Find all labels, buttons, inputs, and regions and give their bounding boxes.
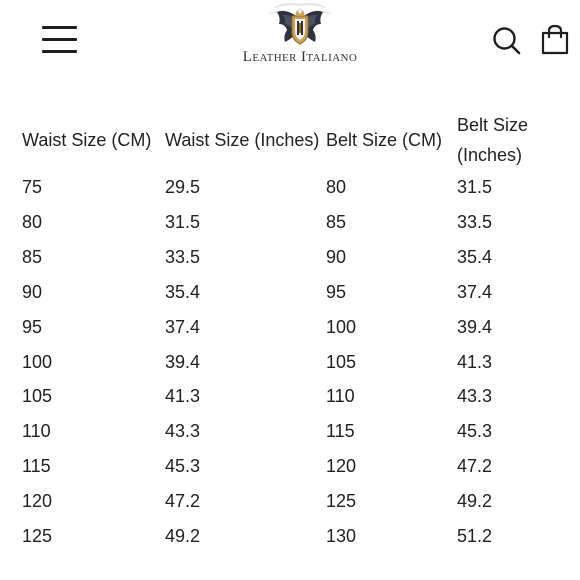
belt-cm-cell: 130 <box>326 526 357 547</box>
waist-cm-cell: 100 <box>22 351 53 372</box>
waist-inches-cell: 31.5 <box>165 211 201 232</box>
waist-cm-cell: 105 <box>22 386 53 407</box>
menu-bar <box>42 26 77 29</box>
waist-inches-cell: 39.4 <box>165 351 201 372</box>
belt-inches-cell: 41.3 <box>457 351 493 372</box>
waist-cm-cell: 95 <box>22 316 43 337</box>
hamburger-menu-icon[interactable] <box>42 24 78 54</box>
table-row: 115 45.3 120 47.2 <box>22 449 557 484</box>
belt-size-chart-table: Waist Size (CM) Waist Size (Inches) Belt… <box>22 110 557 554</box>
table-row: 90 35.4 95 37.4 <box>22 275 557 310</box>
belt-cm-cell: 90 <box>326 246 347 267</box>
belt-inches-cell: 43.3 <box>457 386 493 407</box>
waist-inches-cell: 29.5 <box>165 177 201 197</box>
waist-cm-cell: 80 <box>22 211 43 232</box>
belt-inches-cell: 33.5 <box>457 211 493 232</box>
winged-crest-logo-icon <box>268 3 332 45</box>
waist-cm-cell: 90 <box>22 281 43 302</box>
waist-inches-cell: 41.3 <box>165 386 201 407</box>
column-header-waist-cm: Waist Size (CM) <box>22 130 152 150</box>
waist-inches-cell: 43.3 <box>165 421 201 442</box>
shopping-bag-icon[interactable] <box>540 24 570 56</box>
belt-cm-cell: 115 <box>326 421 355 442</box>
menu-bar <box>42 50 77 53</box>
column-header-waist-inches: Waist Size (Inches) <box>165 130 320 150</box>
belt-cm-cell: 100 <box>326 316 357 337</box>
waist-cm-cell: 75 <box>22 177 43 197</box>
waist-inches-cell: 49.2 <box>165 526 201 547</box>
belt-inches-cell: 45.3 <box>457 421 493 442</box>
table-row: 75 29.5 80 31.5 <box>22 170 557 205</box>
belt-cm-cell: 120 <box>326 456 357 477</box>
table-row: 125 49.2 130 51.2 <box>22 519 557 554</box>
belt-inches-cell: 37.4 <box>457 281 493 302</box>
waist-inches-cell: 33.5 <box>165 246 201 267</box>
belt-inches-cell: 51.2 <box>457 526 493 547</box>
waist-cm-cell: 85 <box>22 246 43 267</box>
table-row: 120 47.2 125 49.2 <box>22 484 557 519</box>
belt-cm-cell: 80 <box>326 177 347 197</box>
site-header: Leather Italiano <box>0 0 580 80</box>
belt-cm-cell: 105 <box>326 351 357 372</box>
waist-cm-cell: 110 <box>22 421 51 442</box>
belt-inches-cell: 49.2 <box>457 491 493 512</box>
column-header-belt-inches: Belt Size (Inches) <box>457 115 529 165</box>
waist-cm-cell: 125 <box>22 526 53 547</box>
belt-inches-cell: 39.4 <box>457 316 493 337</box>
belt-cm-cell: 110 <box>326 386 355 407</box>
waist-cm-cell: 115 <box>22 456 51 477</box>
column-header-belt-cm: Belt Size (CM) <box>326 130 443 150</box>
waist-inches-cell: 35.4 <box>165 281 201 302</box>
waist-inches-cell: 47.2 <box>165 491 201 512</box>
belt-cm-cell: 95 <box>326 281 347 302</box>
search-icon[interactable] <box>492 26 522 56</box>
table-row: 100 39.4 105 41.3 <box>22 345 557 380</box>
table-row: 110 43.3 115 45.3 <box>22 414 557 449</box>
belt-inches-cell: 47.2 <box>457 456 493 477</box>
belt-cm-cell: 85 <box>326 211 347 232</box>
waist-inches-cell: 37.4 <box>165 316 201 337</box>
waist-inches-cell: 45.3 <box>165 456 201 477</box>
belt-cm-cell: 125 <box>326 491 357 512</box>
table-row: 80 31.5 85 33.5 <box>22 205 557 240</box>
brand-name: Leather Italiano <box>242 49 358 65</box>
menu-bar <box>42 38 77 41</box>
table-row: 95 37.4 100 39.4 <box>22 310 557 345</box>
table-header-row: Waist Size (CM) Waist Size (Inches) Belt… <box>22 110 557 170</box>
belt-inches-cell: 31.5 <box>457 177 493 197</box>
table-row: 85 33.5 90 35.4 <box>22 240 557 275</box>
brand-logo[interactable]: Leather Italiano <box>200 2 400 72</box>
belt-inches-cell: 35.4 <box>457 246 493 267</box>
waist-cm-cell: 120 <box>22 491 53 512</box>
table-row: 105 41.3 110 43.3 <box>22 379 557 414</box>
